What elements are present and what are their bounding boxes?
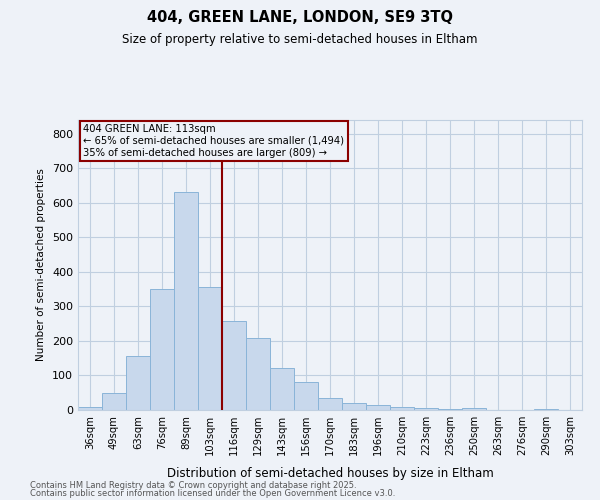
Bar [462,408,486,410]
Text: 404, GREEN LANE, LONDON, SE9 3TQ: 404, GREEN LANE, LONDON, SE9 3TQ [147,10,453,25]
Bar [174,192,198,410]
Text: Size of property relative to semi-detached houses in Eltham: Size of property relative to semi-detach… [122,32,478,46]
Bar [438,408,462,410]
Bar [318,398,342,410]
Bar [390,406,414,410]
Text: Contains HM Land Registry data © Crown copyright and database right 2025.: Contains HM Land Registry data © Crown c… [30,480,356,490]
Bar [222,321,246,410]
Text: 404 GREEN LANE: 113sqm
← 65% of semi-detached houses are smaller (1,494)
35% of : 404 GREEN LANE: 113sqm ← 65% of semi-det… [83,124,344,158]
Bar [102,394,126,410]
Text: Contains public sector information licensed under the Open Government Licence v3: Contains public sector information licen… [30,489,395,498]
Y-axis label: Number of semi-detached properties: Number of semi-detached properties [37,168,46,362]
Bar [342,403,366,410]
Bar [534,408,558,410]
Bar [150,289,174,410]
Bar [294,382,318,410]
Bar [366,405,390,410]
Bar [414,408,438,410]
Bar [126,356,150,410]
Bar [246,338,270,410]
Bar [78,407,102,410]
Bar [198,288,222,410]
Text: Distribution of semi-detached houses by size in Eltham: Distribution of semi-detached houses by … [167,467,493,480]
Bar [270,368,294,410]
